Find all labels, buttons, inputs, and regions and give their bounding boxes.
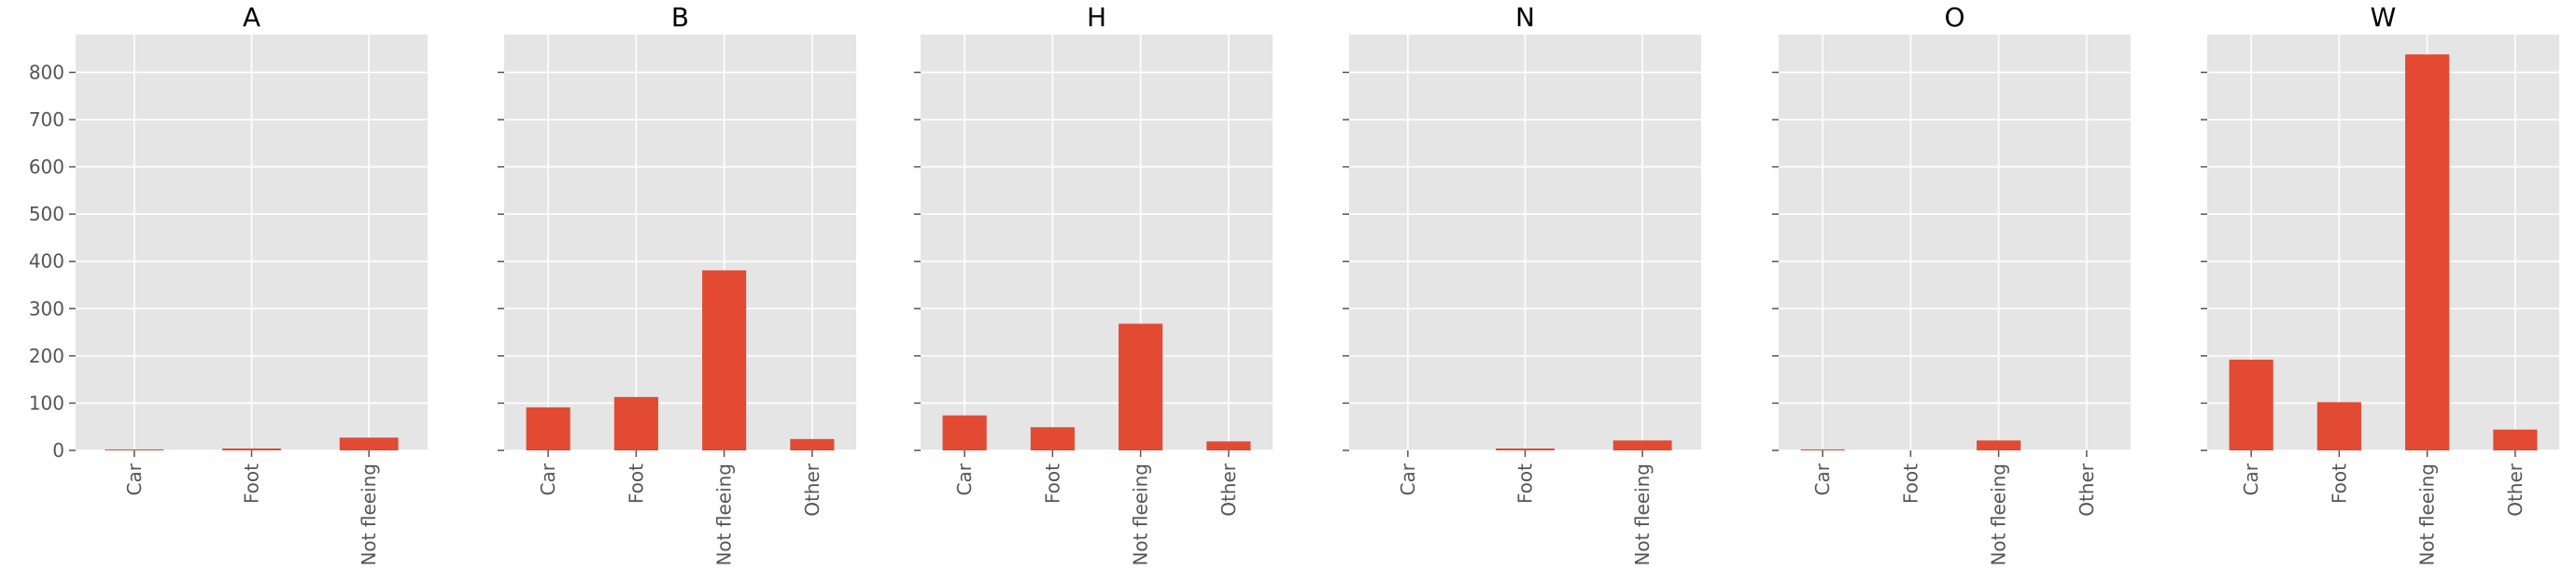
x-tick-label: Not fleeing xyxy=(358,463,380,566)
x-tick-label: Other xyxy=(801,463,823,517)
x-tick-label: Car xyxy=(123,463,146,495)
panel-title: O xyxy=(1944,2,1964,33)
bar-A-foot xyxy=(222,448,281,450)
bar-O-car xyxy=(1800,449,1845,450)
x-tick-label: Foot xyxy=(2328,463,2350,504)
bar-H-car xyxy=(942,415,987,450)
bar-B-car xyxy=(526,406,570,450)
panel-B: Car Foot Not fleeing Other B xyxy=(498,2,856,566)
y-tick-label: 0 xyxy=(52,439,64,462)
x-tick-label: Not fleeing xyxy=(1988,463,2010,566)
x-tick-label: Car xyxy=(537,463,559,495)
y-tick-label: 600 xyxy=(29,156,64,178)
panel-A: 0 100 200 300 400 500 600 700 800 Car Foot Not flee… xyxy=(29,2,428,566)
panel-title: N xyxy=(1515,2,1535,33)
bar-A-not-fleeing xyxy=(339,437,399,450)
x-tick-label: Car xyxy=(2240,463,2262,495)
y-tick-label: 100 xyxy=(29,392,64,414)
x-tick-label: Foot xyxy=(1041,463,1063,504)
panel-title: W xyxy=(2371,2,2397,33)
y-tick-label: 200 xyxy=(29,345,64,367)
bar-B-foot xyxy=(613,396,658,450)
x-tick-label: Foot xyxy=(1899,463,1921,504)
x-tick-label: Car xyxy=(1397,463,1419,495)
x-tick-label: Foot xyxy=(241,463,263,504)
x-tick-label: Not fleeing xyxy=(2416,463,2439,566)
y-tick-label: 700 xyxy=(29,108,64,131)
bar-W-foot xyxy=(2316,402,2361,450)
bar-O-not-fleeing xyxy=(1977,440,2021,450)
bar-H-not-fleeing xyxy=(1119,323,1163,450)
bar-B-other xyxy=(790,438,835,450)
panel-H: Car Foot Not fleeing Other H xyxy=(914,2,1273,566)
y-tick-label: 300 xyxy=(29,297,64,320)
bar-H-other xyxy=(1206,441,1251,450)
x-tick-label: Foot xyxy=(625,463,647,504)
panel-N: Car Foot Not fleeing N xyxy=(1343,2,1701,566)
x-tick-label: Other xyxy=(1218,463,1240,517)
x-tick-label: Not fleeing xyxy=(713,463,736,566)
x-tick-label: Car xyxy=(1811,463,1834,495)
bar-A-car xyxy=(105,449,164,450)
panel-O: Car Foot Not fleeing Other O xyxy=(1772,2,2131,566)
bar-B-not-fleeing xyxy=(702,270,747,450)
plot-area xyxy=(1779,35,2131,450)
plot-area xyxy=(921,35,1273,450)
bar-H-foot xyxy=(1030,427,1075,450)
y-tick-label: 500 xyxy=(29,203,64,225)
bar-W-not-fleeing xyxy=(2405,54,2450,450)
x-tick-label: Not fleeing xyxy=(1130,463,1152,566)
bar-W-other xyxy=(2493,429,2538,450)
y-tick-label: 800 xyxy=(29,61,64,83)
x-tick-label: Foot xyxy=(1514,463,1537,504)
x-tick-label: Not fleeing xyxy=(1631,463,1654,566)
panel-title: B xyxy=(671,2,689,33)
plot-area xyxy=(504,35,856,450)
y-tick-label: 400 xyxy=(29,250,64,273)
panel-title: H xyxy=(1087,2,1106,33)
panel-title: A xyxy=(243,2,260,33)
panel-W: Car Foot Not fleeing Other W xyxy=(2201,2,2559,566)
x-tick-label: Other xyxy=(2076,463,2098,517)
x-tick-label: Other xyxy=(2504,463,2527,517)
bar-W-car xyxy=(2229,359,2273,450)
bar-N-foot xyxy=(1496,448,1555,450)
x-tick-label: Car xyxy=(953,463,976,495)
bar-N-not-fleeing xyxy=(1612,440,1672,450)
